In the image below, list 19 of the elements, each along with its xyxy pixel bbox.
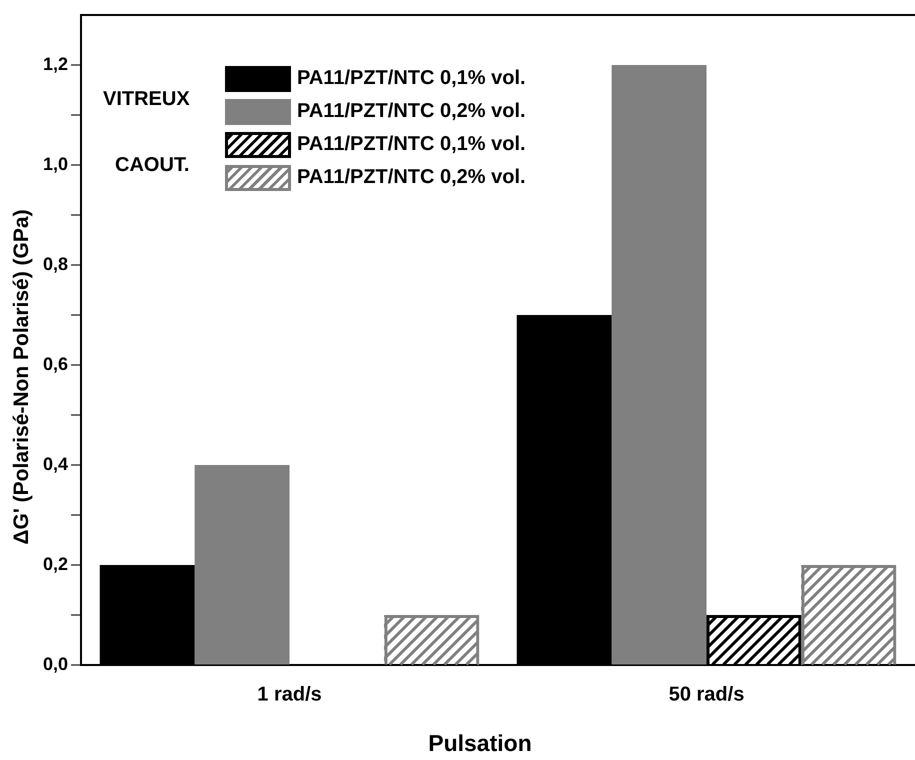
x-axis-title: Pulsation (427, 730, 533, 757)
y-tick-label: 0,2 (42, 554, 68, 574)
y-tick-label: 0,6 (42, 354, 68, 374)
bar (194, 465, 290, 664)
y-tick-label: 1,2 (42, 54, 68, 74)
bar (612, 65, 707, 664)
legend-label: PA11/PZT/NTC 0,1% vol. (297, 133, 526, 156)
legend-label: PA11/PZT/NTC 0,1% vol. (297, 67, 526, 90)
y-tick-label: 1,0 (42, 154, 68, 174)
y-tick-label: 0,8 (42, 254, 68, 274)
annotation: CAOUT. (115, 154, 190, 177)
x-tick-label: 1 rad/s (257, 684, 322, 706)
legend-label: PA11/PZT/NTC 0,2% vol. (297, 100, 526, 123)
annotation: VITREUX (103, 88, 190, 111)
y-axis-title: ΔG' (Polarisé-Non Polarisé) (GPa) (10, 208, 34, 547)
y-tick-label: 0,4 (42, 454, 68, 474)
legend-label: PA11/PZT/NTC 0,2% vol. (297, 166, 526, 189)
y-tick-label: 0,0 (42, 654, 68, 674)
x-tick-label: 50 rad/s (668, 684, 744, 706)
